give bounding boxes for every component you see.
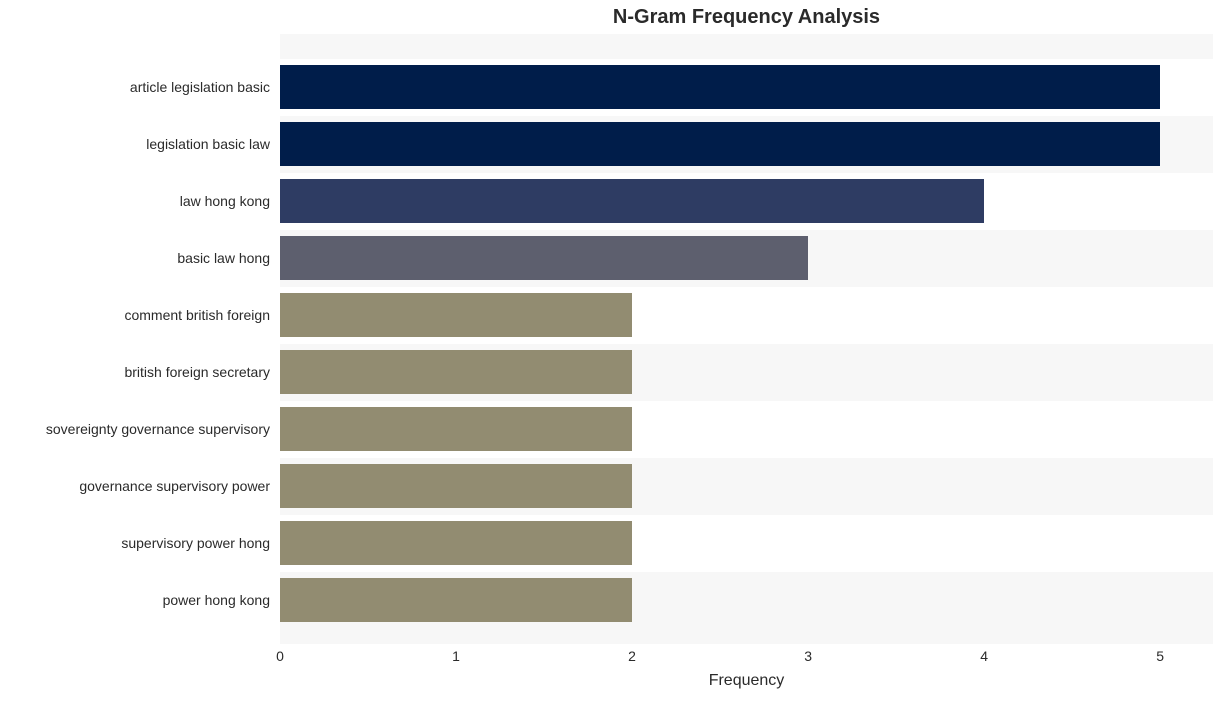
y-tick-label: legislation basic law [0,122,270,166]
bar [280,521,632,565]
y-tick-label: sovereignty governance supervisory [0,407,270,451]
y-tick-label: comment british foreign [0,293,270,337]
bar [280,122,1160,166]
x-tick-label: 3 [804,648,812,664]
bar [280,179,984,223]
bar [280,464,632,508]
chart-title: N-Gram Frequency Analysis [280,6,1213,29]
y-tick-label: law hong kong [0,179,270,223]
x-tick-label: 2 [628,648,636,664]
chart-container: N-Gram Frequency Analysis article legisl… [0,0,1221,701]
y-tick-label: power hong kong [0,578,270,622]
x-tick-label: 1 [452,648,460,664]
y-axis-labels: article legislation basic legislation bas… [0,34,270,644]
x-axis-label: Frequency [280,672,1213,690]
plot-area [280,34,1213,644]
x-tick-label: 4 [980,648,988,664]
y-tick-label: supervisory power hong [0,521,270,565]
bar [280,293,632,337]
bar [280,578,632,622]
bar [280,407,632,451]
bar [280,65,1160,109]
x-tick-label: 0 [276,648,284,664]
bar [280,236,808,280]
y-tick-label: british foreign secretary [0,350,270,394]
x-tick-label: 5 [1156,648,1164,664]
y-tick-label: governance supervisory power [0,464,270,508]
y-tick-label: basic law hong [0,236,270,280]
y-tick-label: article legislation basic [0,65,270,109]
bar [280,350,632,394]
